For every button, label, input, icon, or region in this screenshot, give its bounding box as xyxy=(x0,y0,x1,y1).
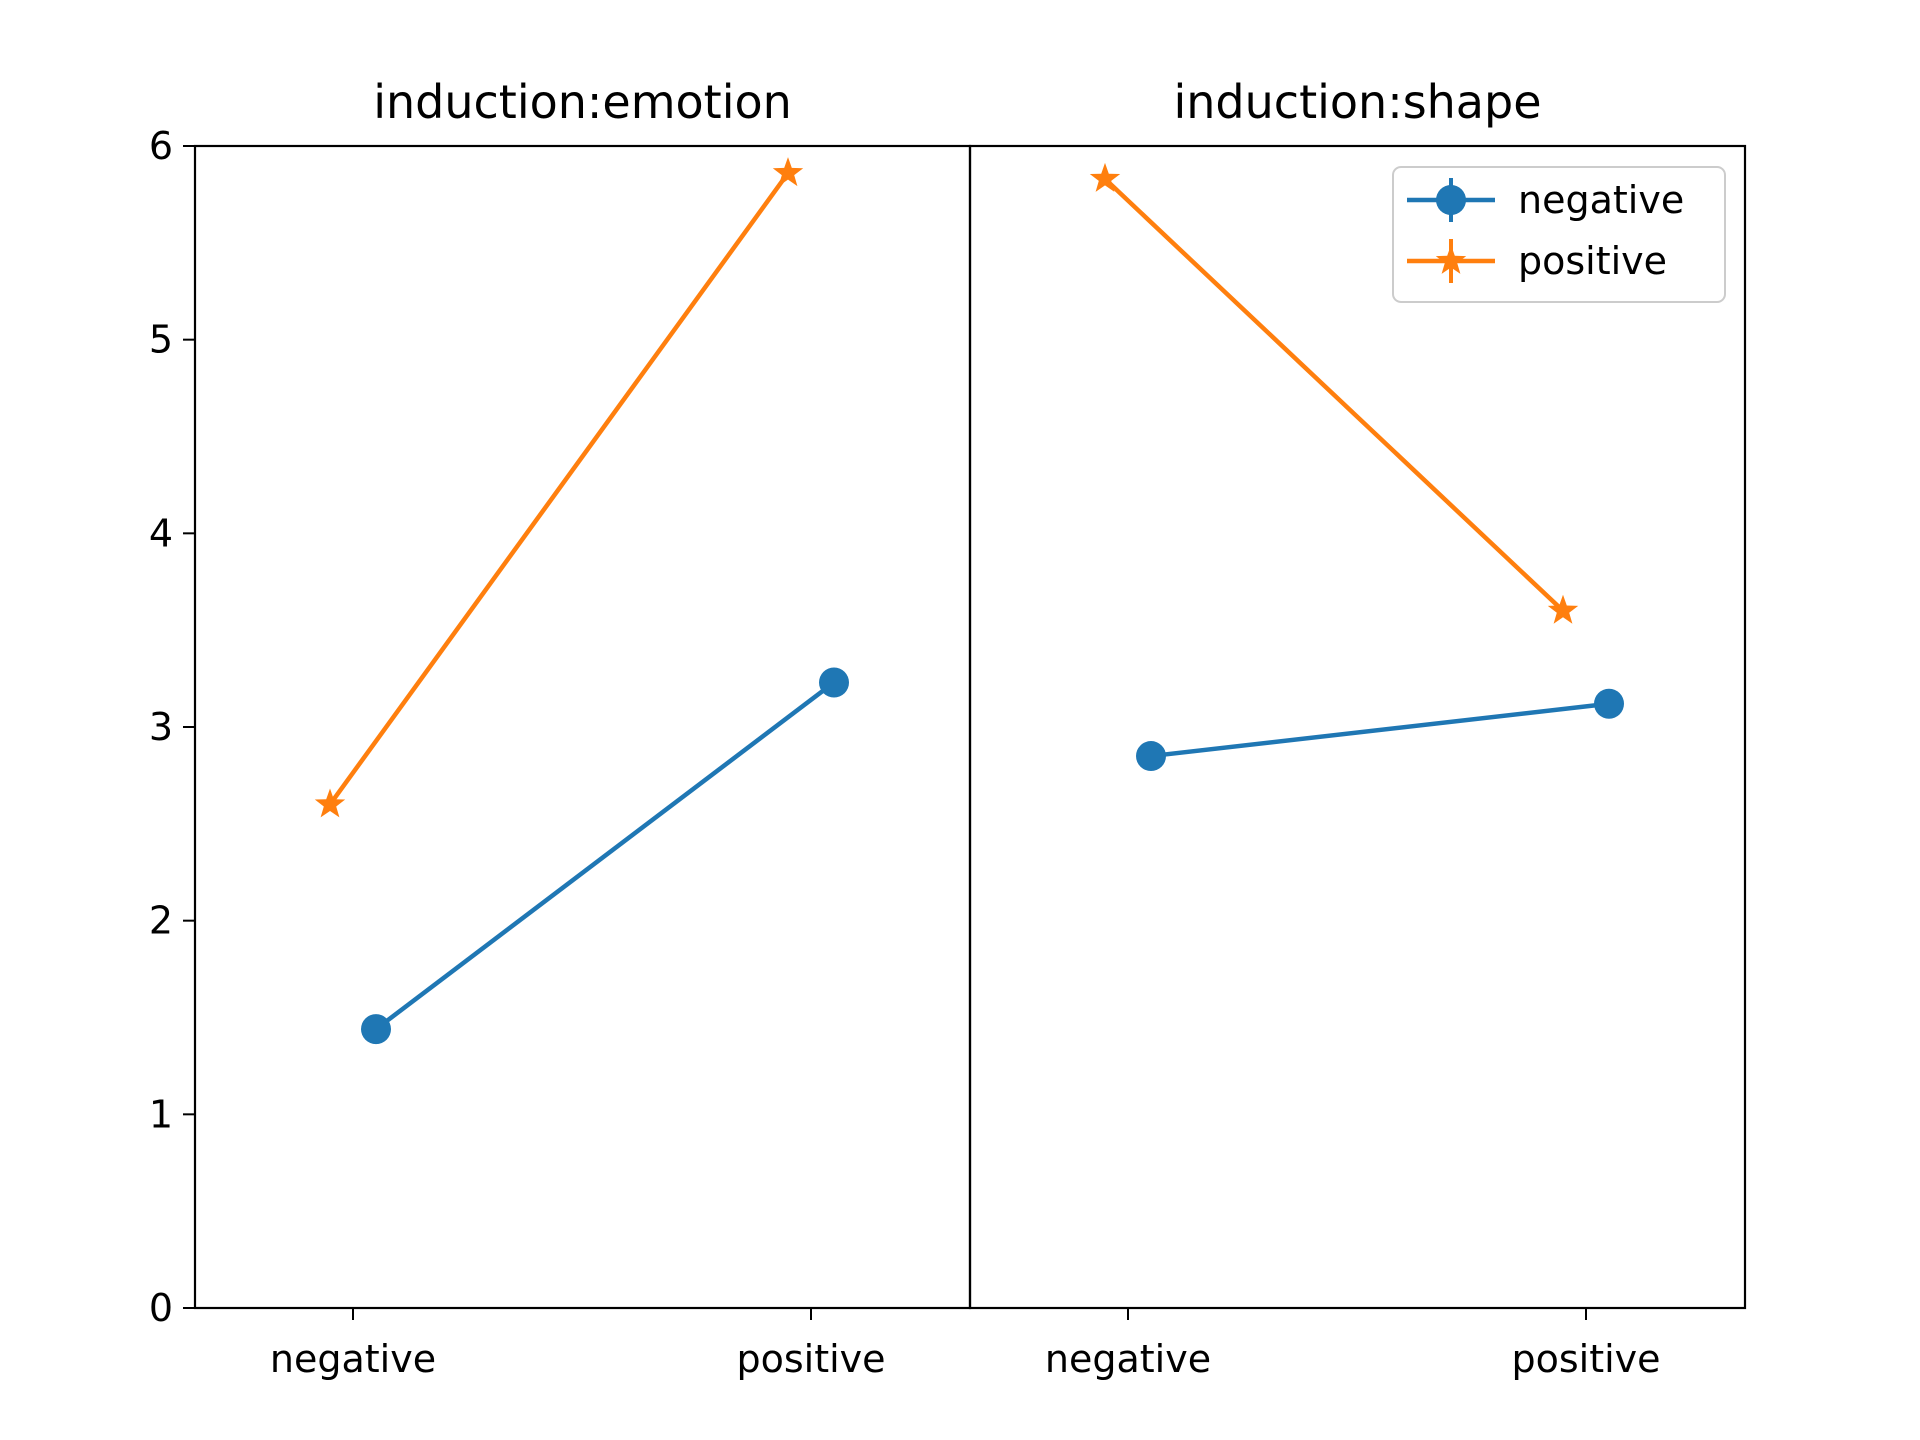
y-tick-label: 1 xyxy=(149,1092,173,1136)
legend: negative positive xyxy=(1392,166,1726,303)
series-line-negative xyxy=(1150,701,1610,759)
y-tick-label: 0 xyxy=(149,1286,173,1330)
legend-circle-icon xyxy=(1436,185,1466,215)
y-tick-label: 5 xyxy=(149,318,173,362)
data-point-positive xyxy=(1547,594,1579,624)
legend-star-icon xyxy=(1435,245,1467,274)
x-tick-label: positive xyxy=(1511,1337,1660,1381)
x-tick-label: negative xyxy=(270,1337,436,1381)
panel-2: induction:shape negative positive negative p… xyxy=(968,75,1747,1381)
series-line-positive xyxy=(1103,177,1565,613)
data-point-negative xyxy=(361,1014,391,1045)
legend-label: negative xyxy=(1518,178,1684,222)
y-tick-label: 4 xyxy=(149,511,173,555)
y-tick-label: 2 xyxy=(149,899,173,943)
series-line-negative xyxy=(374,680,836,1031)
panel-title: induction:shape xyxy=(1174,75,1542,129)
axes-frame xyxy=(193,144,972,1310)
data-point-positive xyxy=(314,788,346,818)
data-point-negative xyxy=(819,667,849,698)
data-point-positive xyxy=(1089,162,1121,192)
data-point-negative xyxy=(1136,741,1166,772)
series-line-positive xyxy=(328,171,790,806)
axes-frame xyxy=(968,144,1747,1310)
x-tick-label: positive xyxy=(736,1337,885,1381)
panel-1: induction:emotion 0 1 2 3 4 5 6 negative positive xyxy=(149,75,972,1381)
data-point-positive xyxy=(772,157,804,187)
x-tick-label: negative xyxy=(1045,1337,1211,1381)
panel-title: induction:emotion xyxy=(373,75,792,129)
y-tick-label: 6 xyxy=(149,124,173,168)
data-point-negative xyxy=(1594,688,1624,719)
legend-label: positive xyxy=(1518,239,1667,283)
y-tick-label: 3 xyxy=(149,705,173,749)
